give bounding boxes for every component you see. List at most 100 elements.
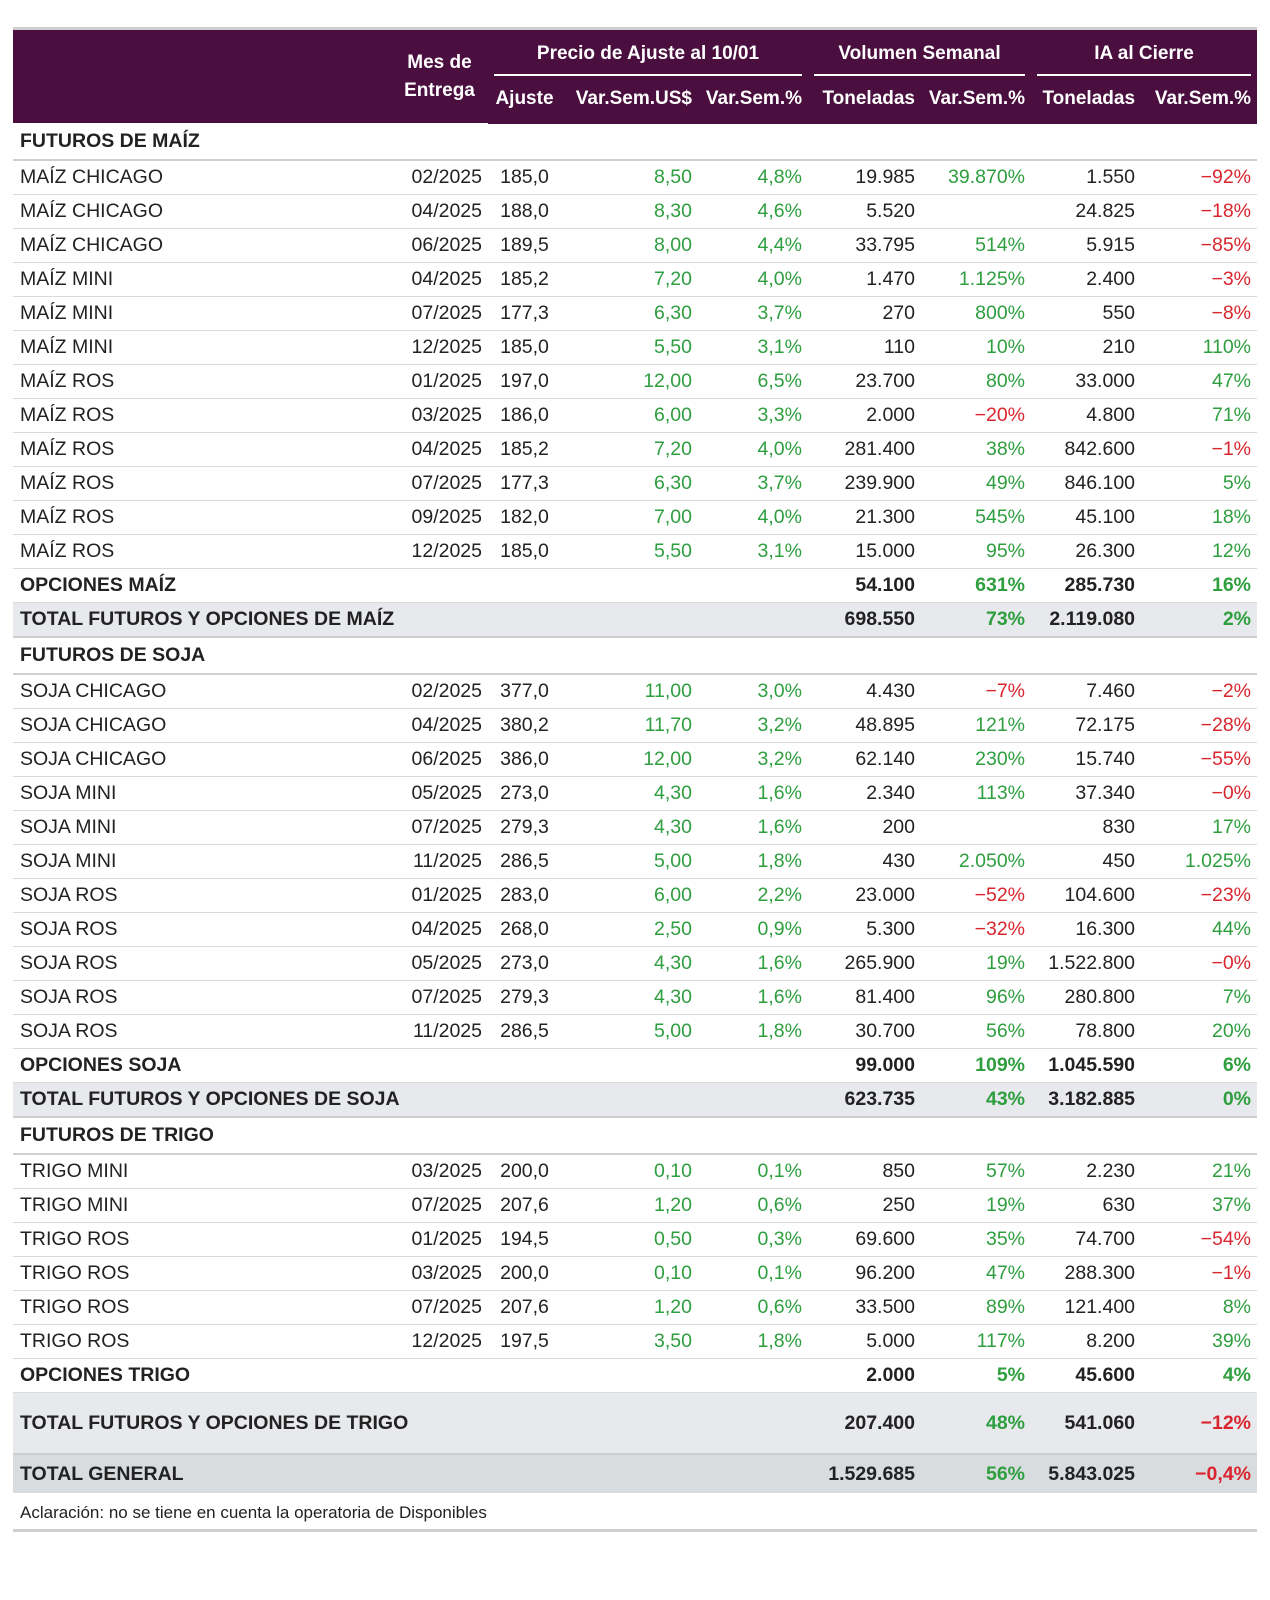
volume-tons: 33.500 bbox=[808, 1290, 921, 1325]
volume-var-pct: 2.050% bbox=[921, 844, 1032, 879]
weekly-var-pct: 1,6% bbox=[698, 776, 808, 811]
delivery-month: 03/2025 bbox=[391, 398, 488, 433]
delivery-month: 01/2025 bbox=[391, 878, 488, 913]
volume-var-pct: 1.125% bbox=[921, 262, 1032, 297]
weekly-var-pct: 4,0% bbox=[698, 262, 808, 297]
table-header: Mes de Entrega Precio de Ajuste al 10/01… bbox=[13, 30, 1258, 124]
table-row: SOJA ROS 11/2025 286,5 5,00 1,8% 30.700 56% 78.… bbox=[13, 1014, 1258, 1049]
contract-name: SOJA ROS bbox=[13, 980, 391, 1015]
volume-tons: 5.520 bbox=[808, 194, 921, 229]
adjust-price: 207,6 bbox=[488, 1188, 561, 1223]
contract-name: MAÍZ CHICAGO bbox=[13, 160, 391, 195]
open-interest-tons: 450 bbox=[1031, 844, 1142, 879]
contract-name: TRIGO ROS bbox=[13, 1324, 391, 1359]
contract-name: TRIGO ROS bbox=[13, 1290, 391, 1325]
weekly-var-usd: 4,30 bbox=[561, 980, 698, 1015]
weekly-var-pct: 3,1% bbox=[698, 534, 808, 569]
contract-name: MAÍZ ROS bbox=[13, 466, 391, 501]
volume-tons: 54.100 bbox=[808, 568, 921, 603]
section-title: FUTUROS DE TRIGO bbox=[13, 1117, 1258, 1155]
volume-tons: 110 bbox=[808, 330, 921, 365]
weekly-var-usd: 6,00 bbox=[561, 878, 698, 913]
open-interest-var-pct: −8% bbox=[1141, 296, 1258, 331]
open-interest-var-pct: −0% bbox=[1141, 946, 1258, 981]
open-interest-tons: 121.400 bbox=[1031, 1290, 1142, 1325]
open-interest-tons: 16.300 bbox=[1031, 912, 1142, 947]
adjust-price: 185,2 bbox=[488, 432, 561, 467]
volume-var-pct: 19% bbox=[921, 1188, 1032, 1223]
volume-var-pct bbox=[921, 810, 1032, 845]
adjust-price: 182,0 bbox=[488, 500, 561, 535]
table-row: TRIGO ROS 01/2025 194,5 0,50 0,3% 69.600 35% 74… bbox=[13, 1222, 1258, 1257]
open-interest-var-pct: 16% bbox=[1141, 568, 1258, 603]
header-var-sem-pct: Var.Sem.% bbox=[698, 76, 808, 124]
volume-tons: 21.300 bbox=[808, 500, 921, 535]
contract-name: SOJA MINI bbox=[13, 810, 391, 845]
delivery-month: 05/2025 bbox=[391, 946, 488, 981]
volume-var-pct: 47% bbox=[921, 1256, 1032, 1291]
adjust-price: 279,3 bbox=[488, 810, 561, 845]
volume-var-pct: 35% bbox=[921, 1222, 1032, 1257]
open-interest-var-pct: 12% bbox=[1141, 534, 1258, 569]
table-row: SOJA CHICAGO 02/2025 377,0 11,00 3,0% 4.430 −7… bbox=[13, 674, 1258, 709]
open-interest-tons: 541.060 bbox=[1031, 1392, 1142, 1455]
adjust-price: 279,3 bbox=[488, 980, 561, 1015]
open-interest-tons: 2.400 bbox=[1031, 262, 1142, 297]
weekly-var-usd: 0,10 bbox=[561, 1154, 698, 1189]
open-interest-var-pct: 71% bbox=[1141, 398, 1258, 433]
adjust-price: 207,6 bbox=[488, 1290, 561, 1325]
top-rule bbox=[13, 27, 1257, 30]
weekly-var-pct: 0,1% bbox=[698, 1154, 808, 1189]
open-interest-var-pct: −23% bbox=[1141, 878, 1258, 913]
adjust-price: 185,0 bbox=[488, 534, 561, 569]
weekly-var-pct: 3,7% bbox=[698, 296, 808, 331]
table-row: MAÍZ MINI 07/2025 177,3 6,30 3,7% 270 800% 550−… bbox=[13, 296, 1258, 331]
weekly-var-pct: 3,1% bbox=[698, 330, 808, 365]
volume-var-pct: 89% bbox=[921, 1290, 1032, 1325]
open-interest-var-pct: −54% bbox=[1141, 1222, 1258, 1257]
options-row: OPCIONES MAÍZ 54.100 631% 285.730 16% bbox=[13, 568, 1258, 603]
weekly-var-usd: 5,00 bbox=[561, 1014, 698, 1049]
table-row: SOJA CHICAGO 04/2025 380,2 11,70 3,2% 48.895 1… bbox=[13, 708, 1258, 743]
row-label: TOTAL FUTUROS Y OPCIONES DE TRIGO bbox=[13, 1392, 808, 1455]
weekly-var-pct: 1,6% bbox=[698, 980, 808, 1015]
volume-var-pct: 96% bbox=[921, 980, 1032, 1015]
open-interest-var-pct: 8% bbox=[1141, 1290, 1258, 1325]
weekly-var-usd: 5,50 bbox=[561, 330, 698, 365]
weekly-var-pct: 4,8% bbox=[698, 160, 808, 195]
open-interest-tons: 1.522.800 bbox=[1031, 946, 1142, 981]
volume-tons: 15.000 bbox=[808, 534, 921, 569]
delivery-month: 12/2025 bbox=[391, 534, 488, 569]
open-interest-tons: 8.200 bbox=[1031, 1324, 1142, 1359]
contract-name: TRIGO MINI bbox=[13, 1188, 391, 1223]
volume-tons: 5.300 bbox=[808, 912, 921, 947]
contract-name: MAÍZ ROS bbox=[13, 500, 391, 535]
open-interest-var-pct: −1% bbox=[1141, 1256, 1258, 1291]
delivery-month: 07/2025 bbox=[391, 980, 488, 1015]
open-interest-tons: 846.100 bbox=[1031, 466, 1142, 501]
volume-tons: 698.550 bbox=[808, 602, 921, 638]
volume-tons: 265.900 bbox=[808, 946, 921, 981]
header-ajuste: Ajuste bbox=[488, 76, 561, 124]
table-row: MAÍZ CHICAGO 02/2025 185,0 8,50 4,8% 19.985 39… bbox=[13, 160, 1258, 195]
weekly-var-pct: 4,0% bbox=[698, 500, 808, 535]
open-interest-tons: 1.045.590 bbox=[1031, 1048, 1142, 1083]
delivery-month: 11/2025 bbox=[391, 844, 488, 879]
weekly-var-pct: 4,6% bbox=[698, 194, 808, 229]
weekly-var-pct: 1,6% bbox=[698, 810, 808, 845]
open-interest-tons: 288.300 bbox=[1031, 1256, 1142, 1291]
contract-name: MAÍZ CHICAGO bbox=[13, 228, 391, 263]
volume-var-pct: −32% bbox=[921, 912, 1032, 947]
weekly-var-usd: 8,30 bbox=[561, 194, 698, 229]
open-interest-tons: 15.740 bbox=[1031, 742, 1142, 777]
open-interest-var-pct: −2% bbox=[1141, 674, 1258, 709]
open-interest-tons: 550 bbox=[1031, 296, 1142, 331]
open-interest-var-pct: 47% bbox=[1141, 364, 1258, 399]
volume-var-pct: 80% bbox=[921, 364, 1032, 399]
open-interest-var-pct: 17% bbox=[1141, 810, 1258, 845]
delivery-month: 04/2025 bbox=[391, 194, 488, 229]
weekly-var-usd: 4,30 bbox=[561, 776, 698, 811]
weekly-var-usd: 5,50 bbox=[561, 534, 698, 569]
volume-tons: 30.700 bbox=[808, 1014, 921, 1049]
weekly-var-pct: 2,2% bbox=[698, 878, 808, 913]
